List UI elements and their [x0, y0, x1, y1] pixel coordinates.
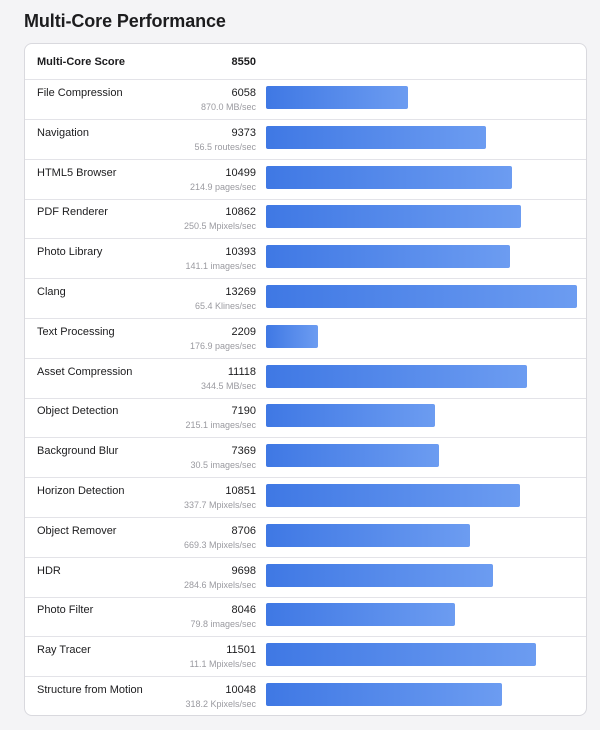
- benchmark-rate: 284.6 Mpixels/sec: [183, 579, 256, 590]
- benchmark-bar: [266, 165, 512, 189]
- benchmark-rate: 250.5 Mpixels/sec: [183, 221, 256, 232]
- summary-label: Multi-Core Score: [37, 56, 126, 68]
- benchmark-name: Ray Tracer: [37, 644, 91, 657]
- benchmark-name: Asset Compression: [37, 365, 133, 378]
- benchmark-row: Photo Filter 8046 79.8 images/sec: [25, 597, 586, 638]
- benchmark-name: PDF Renderer: [37, 206, 108, 219]
- benchmark-score: 7369: [231, 445, 256, 458]
- benchmark-rate: 141.1 images/sec: [185, 261, 256, 272]
- benchmark-row: HTML5 Browser 10499 214.9 pages/sec: [25, 160, 586, 200]
- benchmark-row: Asset Compression 11118 344.5 MB/sec: [25, 359, 586, 399]
- benchmark-bar: [266, 285, 577, 308]
- benchmark-rate: 870.0 MB/sec: [200, 102, 256, 112]
- benchmark-name: Object Remover: [37, 524, 117, 537]
- benchmark-rate: 344.5 MB/sec: [200, 380, 256, 391]
- benchmark-bar: [266, 404, 435, 428]
- summary-score: 8550: [231, 56, 256, 68]
- benchmark-bar: [266, 205, 521, 229]
- benchmark-score: 9373: [231, 126, 256, 139]
- benchmark-score: 10499: [225, 166, 256, 179]
- benchmark-rate: 318.2 Kpixels/sec: [185, 699, 256, 709]
- benchmark-rate: 214.9 pages/sec: [189, 181, 256, 192]
- benchmark-rate: 337.7 Mpixels/sec: [183, 500, 256, 510]
- benchmark-bar: [266, 484, 520, 507]
- benchmark-score: 10851: [225, 485, 256, 497]
- benchmark-name: Clang: [37, 286, 66, 298]
- benchmark-row: Navigation 9373 56.5 routes/sec: [25, 120, 586, 160]
- benchmark-bar: [266, 86, 408, 109]
- benchmark-bar: [266, 563, 493, 587]
- benchmark-row: Clang 13269 65.4 Klines/sec: [25, 279, 586, 319]
- benchmark-name: HTML5 Browser: [37, 166, 117, 179]
- benchmark-row: PDF Renderer 10862 250.5 Mpixels/sec: [25, 199, 586, 240]
- benchmark-name: HDR: [37, 564, 61, 577]
- benchmark-rate: 669.3 Mpixels/sec: [183, 539, 256, 550]
- benchmark-score: 11501: [226, 644, 256, 657]
- benchmark-rate: 176.9 pages/sec: [189, 340, 256, 351]
- benchmark-rate: 65.4 Klines/sec: [194, 301, 256, 311]
- benchmark-name: Object Detection: [37, 405, 119, 418]
- page-title: Multi-Core Performance: [24, 11, 226, 31]
- benchmark-row: Horizon Detection 10851 337.7 Mpixels/sec: [25, 478, 586, 518]
- benchmark-bar: [266, 125, 486, 149]
- benchmark-name: Text Processing: [37, 325, 115, 338]
- benchmark-row: HDR 9698 284.6 Mpixels/sec: [25, 558, 586, 598]
- benchmark-bar: [266, 324, 318, 348]
- benchmark-bar: [266, 683, 502, 706]
- benchmark-name: File Compression: [37, 87, 123, 99]
- benchmark-rate: 30.5 images/sec: [190, 460, 256, 471]
- benchmark-bar: [266, 523, 470, 547]
- benchmark-row: Structure from Motion 10048 318.2 Kpixels/…: [25, 677, 586, 715]
- benchmark-rate: 56.5 routes/sec: [194, 141, 256, 152]
- benchmark-score: 11118: [227, 365, 256, 378]
- benchmark-score: 13269: [225, 286, 256, 298]
- benchmark-row: Ray Tracer 11501 11.1 Mpixels/sec: [25, 637, 586, 678]
- benchmark-row: Photo Library 10393 141.1 images/sec: [25, 239, 586, 280]
- benchmark-score: 9698: [231, 564, 256, 577]
- benchmark-name: Structure from Motion: [37, 684, 143, 696]
- results-card: Multi-Core Score 8550 File Compression 60…: [24, 43, 587, 716]
- benchmark-bar: [266, 245, 510, 269]
- benchmark-name: Navigation: [37, 126, 89, 139]
- benchmark-rate: 215.1 images/sec: [185, 420, 256, 431]
- benchmark-row: Text Processing 2209 176.9 pages/sec: [25, 319, 586, 359]
- benchmark-score: 10862: [225, 206, 256, 219]
- benchmark-score: 7190: [231, 405, 256, 418]
- benchmark-name: Photo Filter: [37, 604, 94, 617]
- benchmark-score: 6058: [231, 87, 256, 99]
- benchmark-score: 10048: [225, 684, 256, 696]
- benchmark-name: Photo Library: [37, 246, 103, 259]
- benchmark-row: Background Blur 7369 30.5 images/sec: [25, 438, 586, 479]
- benchmark-score: 8046: [231, 604, 256, 617]
- benchmark-score: 2209: [231, 325, 256, 338]
- benchmark-rate: 11.1 Mpixels/sec: [189, 659, 256, 670]
- benchmark-name: Horizon Detection: [37, 485, 125, 497]
- benchmark-bar: [266, 364, 527, 388]
- benchmark-name: Background Blur: [37, 445, 119, 458]
- benchmark-bar: [266, 603, 455, 627]
- benchmark-row: File Compression 6058 870.0 MB/sec: [25, 80, 586, 120]
- benchmark-bar: [266, 643, 536, 667]
- benchmark-bar: [266, 444, 439, 468]
- benchmark-row: Object Detection 7190 215.1 images/sec: [25, 398, 586, 439]
- summary-row: Multi-Core Score 8550: [25, 44, 586, 80]
- benchmark-row: Object Remover 8706 669.3 Mpixels/sec: [25, 518, 586, 558]
- benchmark-rate: 79.8 images/sec: [190, 619, 256, 630]
- benchmark-score: 8706: [231, 524, 256, 537]
- benchmark-score: 10393: [225, 246, 256, 259]
